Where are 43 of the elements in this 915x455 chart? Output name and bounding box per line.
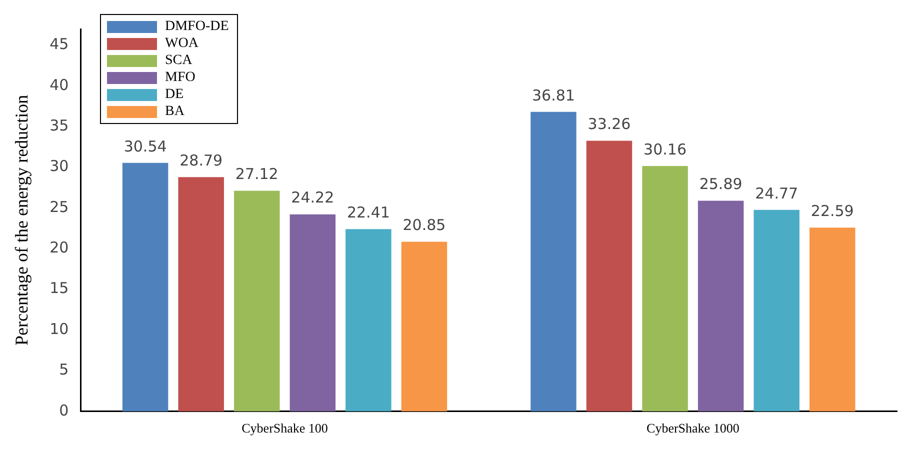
y-tick-label: 20	[50, 238, 69, 257]
data-label: 25.89	[699, 175, 742, 194]
bar	[234, 190, 280, 412]
data-label: 33.26	[588, 115, 631, 134]
legend-label: DE	[165, 86, 184, 102]
bar	[346, 229, 392, 412]
y-tick-label: 45	[50, 35, 69, 54]
legend-label: DMFO-DE	[165, 18, 229, 34]
y-tick-label: 35	[50, 116, 69, 135]
data-label: 22.59	[810, 202, 854, 220]
y-tick-label: 10	[50, 320, 69, 338]
bar	[698, 200, 744, 412]
x-tick-label: CyberShake 100	[242, 420, 328, 436]
legend-label: SCA	[165, 52, 192, 68]
legend-label: MFO	[165, 70, 196, 86]
data-label: 30.54	[124, 137, 167, 156]
y-tick-label: 5	[59, 360, 69, 379]
data-label: 27.12	[235, 165, 278, 184]
bar	[290, 214, 336, 412]
bar	[586, 140, 632, 412]
legend-label: WOA	[165, 36, 198, 52]
data-label: 24.22	[291, 188, 334, 207]
data-label: 30.16	[644, 140, 687, 158]
x-tick-label: CyberShake 1000	[646, 420, 740, 436]
y-axis-title: Percentage of the energy reduction	[12, 94, 32, 346]
bar	[642, 166, 688, 412]
y-tick-label: 40	[50, 76, 69, 94]
y-tick-label: 15	[50, 279, 69, 298]
bar	[122, 162, 168, 412]
data-label: 28.79	[180, 152, 223, 170]
legend-label: BA	[165, 104, 184, 120]
bar	[401, 242, 448, 412]
data-label: 20.85	[402, 216, 446, 234]
bar	[810, 228, 856, 412]
bar	[754, 210, 800, 412]
bar	[178, 177, 224, 412]
data-label: 36.81	[532, 86, 575, 104]
data-label: 22.41	[346, 203, 390, 222]
y-tick-label: 0	[59, 401, 69, 420]
y-tick-label: 30	[50, 157, 69, 176]
bar	[530, 112, 576, 412]
y-tick-label: 25	[50, 198, 69, 216]
data-label: 24.77	[755, 184, 798, 202]
